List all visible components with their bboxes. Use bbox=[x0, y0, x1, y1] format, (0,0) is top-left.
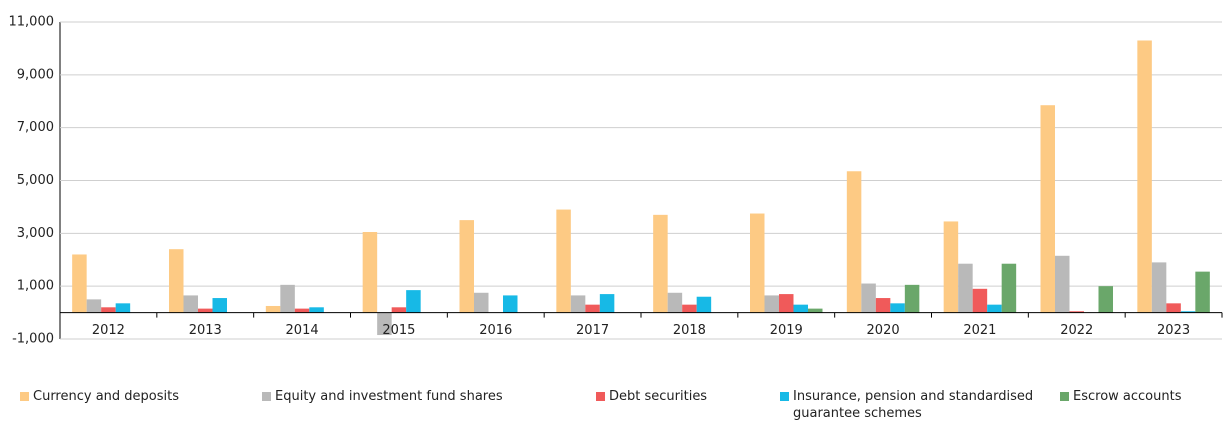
bar bbox=[793, 304, 808, 313]
bar bbox=[377, 312, 392, 336]
chart: -1,000 1,000 3,000 5,000 7,000 9,000 11,000 201… bbox=[9, 15, 1223, 347]
bar bbox=[1180, 311, 1196, 313]
bar bbox=[474, 292, 489, 313]
bar bbox=[198, 308, 213, 313]
legend-item: Insurance, pension and standardised guar… bbox=[780, 388, 1050, 422]
bar bbox=[1001, 263, 1017, 313]
bar bbox=[846, 171, 862, 313]
bar bbox=[750, 213, 765, 313]
bar bbox=[72, 254, 87, 313]
y-tick-label: 3,000 bbox=[17, 226, 54, 241]
y-tick-label: 1,000 bbox=[17, 279, 54, 294]
bar bbox=[556, 209, 571, 313]
x-tick-label: 2016 bbox=[479, 323, 512, 338]
legend-label: Equity and investment fund shares bbox=[275, 389, 503, 404]
bar bbox=[696, 296, 712, 313]
bar bbox=[890, 303, 905, 313]
bar bbox=[875, 298, 891, 313]
bar bbox=[1098, 286, 1113, 313]
bar bbox=[391, 307, 407, 313]
legend-label: Insurance, pension and standardised guar… bbox=[793, 389, 1034, 421]
legend-item: Escrow accounts bbox=[1060, 388, 1220, 405]
bar bbox=[987, 304, 1002, 313]
bar bbox=[779, 294, 794, 313]
bar bbox=[212, 298, 227, 313]
bar bbox=[599, 294, 615, 313]
legend-item: Currency and deposits bbox=[20, 388, 250, 405]
y-tick-label: 9,000 bbox=[17, 67, 54, 82]
bar bbox=[101, 307, 116, 313]
bar bbox=[294, 308, 310, 313]
y-tick-label: 5,000 bbox=[17, 173, 54, 188]
bar bbox=[503, 295, 518, 313]
legend-swatch bbox=[1060, 392, 1069, 401]
bar bbox=[1055, 255, 1070, 313]
bar bbox=[362, 232, 378, 313]
x-tick-label: 2013 bbox=[189, 323, 222, 338]
y-tick-label: 7,000 bbox=[17, 120, 54, 135]
bar bbox=[972, 288, 988, 313]
legend-item: Debt securities bbox=[596, 388, 766, 405]
legend-label: Escrow accounts bbox=[1073, 389, 1182, 404]
legend-swatch bbox=[780, 392, 789, 401]
bar bbox=[570, 295, 586, 313]
bar bbox=[958, 263, 973, 313]
bar bbox=[653, 214, 668, 313]
bar bbox=[309, 307, 324, 313]
x-tick-label: 2015 bbox=[382, 323, 415, 338]
x-tick-label: 2014 bbox=[286, 323, 319, 338]
bar bbox=[861, 283, 876, 313]
bar bbox=[169, 249, 184, 313]
bar bbox=[406, 290, 421, 313]
x-tick-label: 2019 bbox=[770, 323, 803, 338]
legend: Currency and deposits Equity and investme… bbox=[0, 388, 1224, 427]
bar bbox=[667, 292, 683, 313]
legend-swatch bbox=[262, 392, 271, 401]
bar bbox=[764, 295, 779, 313]
bar bbox=[1040, 105, 1055, 313]
bar bbox=[943, 221, 959, 313]
y-tick-label: -1,000 bbox=[12, 332, 54, 347]
bar bbox=[86, 299, 102, 313]
bar bbox=[280, 284, 295, 313]
x-tick-label: 2021 bbox=[963, 323, 996, 338]
legend-label: Debt securities bbox=[609, 389, 708, 404]
legend-swatch bbox=[596, 392, 605, 401]
bar bbox=[459, 220, 474, 313]
bar bbox=[1166, 303, 1181, 313]
x-tick-label: 2023 bbox=[1157, 323, 1190, 338]
bar bbox=[183, 295, 198, 313]
x-tick-label: 2020 bbox=[867, 323, 900, 338]
legend-swatch bbox=[20, 392, 29, 401]
legend-label: Currency and deposits bbox=[33, 389, 180, 404]
bar bbox=[265, 305, 281, 313]
x-tick-label: 2017 bbox=[576, 323, 609, 338]
bar bbox=[904, 284, 920, 313]
bar bbox=[808, 308, 823, 313]
bar bbox=[1195, 271, 1210, 313]
legend-item: Equity and investment fund shares bbox=[262, 388, 582, 405]
x-tick-label: 2018 bbox=[673, 323, 706, 338]
bar bbox=[682, 304, 697, 313]
x-tick-label: 2012 bbox=[92, 323, 125, 338]
bar bbox=[585, 304, 600, 313]
bar bbox=[115, 303, 131, 313]
x-tick-label: 2022 bbox=[1060, 323, 1093, 338]
bar bbox=[1069, 311, 1084, 313]
bar bbox=[1137, 40, 1152, 313]
bar bbox=[1151, 262, 1167, 313]
y-tick-label: 11,000 bbox=[9, 15, 55, 30]
